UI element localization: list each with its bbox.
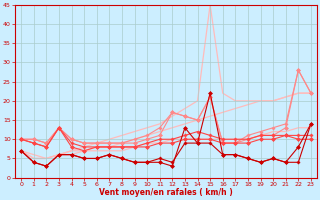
X-axis label: Vent moyen/en rafales ( km/h ): Vent moyen/en rafales ( km/h ) bbox=[99, 188, 233, 197]
